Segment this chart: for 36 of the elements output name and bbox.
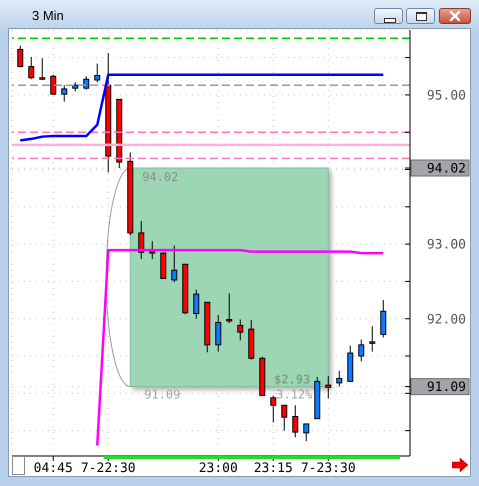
candlestick bbox=[50, 74, 56, 96]
y-tick-label: 92.00 bbox=[426, 312, 466, 328]
candlestick bbox=[358, 339, 364, 362]
candlestick bbox=[171, 245, 178, 283]
candlestick bbox=[380, 300, 386, 338]
candlestick bbox=[237, 318, 244, 341]
candlestick bbox=[215, 314, 222, 352]
x-tick-label: 7-23:30 bbox=[300, 461, 356, 476]
y-tick-label: 95.00 bbox=[426, 88, 466, 104]
candlestick bbox=[17, 45, 24, 68]
y-tick-label: 91.09 bbox=[426, 380, 466, 396]
line-series bbox=[19, 74, 385, 142]
x-tick-label: 04:45 bbox=[34, 461, 73, 476]
annotation: 94.02 bbox=[142, 170, 178, 184]
candlestick bbox=[325, 376, 332, 400]
candlestick bbox=[292, 404, 298, 438]
candlestick bbox=[336, 370, 342, 388]
y-tick-label: 93.00 bbox=[426, 238, 466, 253]
candlestick bbox=[270, 395, 276, 423]
candlestick bbox=[94, 63, 100, 83]
candlestick bbox=[61, 84, 68, 102]
x-tick-label: 23:15 bbox=[254, 461, 293, 476]
candlestick bbox=[369, 326, 376, 352]
chart-title: 3 Min bbox=[32, 8, 64, 23]
candlestick bbox=[281, 404, 288, 432]
annotation: 91.09 bbox=[144, 388, 180, 402]
x-tick-label: 23:00 bbox=[198, 461, 238, 476]
candlestick bbox=[39, 58, 46, 80]
candlestick bbox=[83, 76, 90, 90]
annotation: 3.12% bbox=[276, 388, 314, 402]
x-tick-label: 7-22:30 bbox=[80, 461, 136, 476]
candlestick bbox=[226, 292, 232, 324]
candlestick bbox=[193, 289, 200, 320]
candlestick bbox=[28, 56, 34, 80]
candlestick bbox=[303, 423, 310, 442]
y-tick-label: 94.02 bbox=[426, 162, 466, 177]
